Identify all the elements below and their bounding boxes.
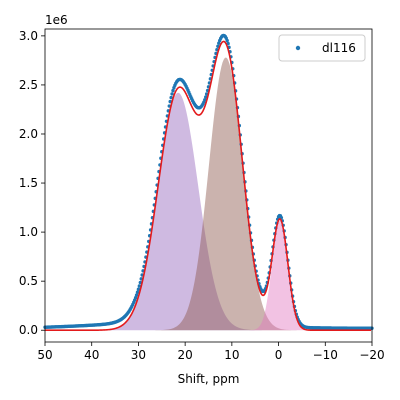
x-tick-label: 50 <box>37 348 52 362</box>
fit-line <box>45 40 372 332</box>
y-tick-label: 2.0 <box>19 127 38 141</box>
y-tick-label: 0.5 <box>19 274 38 288</box>
x-tick-label: 30 <box>131 348 146 362</box>
x-tick-label: 40 <box>84 348 99 362</box>
y-axis: 0.0 0.5 1.0 1.5 2.0 2.5 3.0 <box>19 29 45 337</box>
data-point <box>133 296 138 300</box>
y-tick-label: 3.0 <box>19 29 38 43</box>
x-tick-label: 0 <box>275 348 283 362</box>
x-axis: 50 40 30 20 10 0 −10 −20 <box>37 342 385 362</box>
legend-marker <box>295 45 301 51</box>
y-tick-label: 1.0 <box>19 225 38 239</box>
data-point <box>225 38 229 43</box>
legend-label: dl116 <box>322 41 356 55</box>
legend-box <box>278 34 366 62</box>
component-fills <box>45 57 372 331</box>
data-point <box>217 41 221 45</box>
data-point <box>226 41 230 46</box>
y-tick-label: 1.5 <box>19 176 38 190</box>
data-point <box>204 95 208 99</box>
data-point <box>216 44 220 48</box>
data-point <box>135 290 140 294</box>
y-offset-label: 1e6 <box>45 13 68 27</box>
x-tick-label: 20 <box>178 348 193 362</box>
fit-line-layer <box>45 40 372 332</box>
data-point <box>171 88 175 93</box>
data-point <box>136 287 141 291</box>
x-tick-label: −20 <box>359 348 384 362</box>
x-tick-label: −10 <box>313 348 338 362</box>
data-point <box>203 98 207 102</box>
data-point <box>137 284 142 288</box>
data-point <box>169 95 173 100</box>
plot-frame <box>44 28 373 343</box>
x-tick-label: 10 <box>224 348 239 362</box>
component-3-area <box>45 220 372 331</box>
data-point <box>134 293 139 297</box>
data-point <box>170 92 174 96</box>
data-point <box>168 99 172 104</box>
x-axis-label: Shift, ppm <box>178 372 240 386</box>
y-tick-label: 2.5 <box>19 78 38 92</box>
y-tick-label: 0.0 <box>19 323 38 337</box>
legend: dl116 <box>278 34 366 62</box>
component-1-area <box>45 92 372 331</box>
component-2-area <box>45 57 372 331</box>
